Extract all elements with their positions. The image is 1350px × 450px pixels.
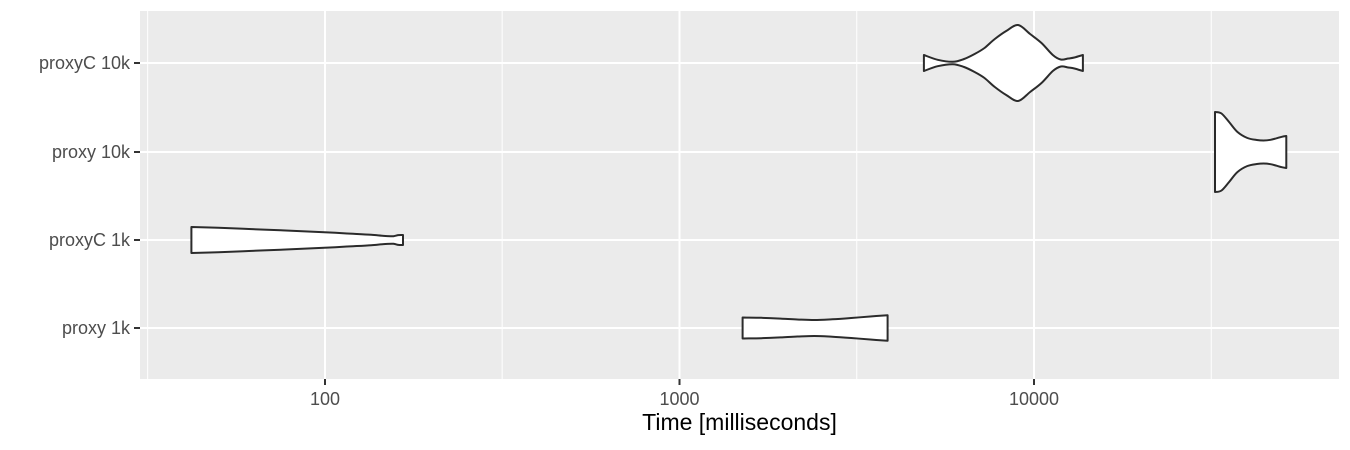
violin-proxyC-1k [190, 226, 404, 254]
violin-proxyC-10k [922, 23, 1084, 103]
x-axis-title: Time [milliseconds] [642, 409, 837, 435]
violin-proxy-1k [741, 314, 889, 342]
x-axis-tick-label-1000: 1000 [659, 389, 700, 409]
y-axis-label-proxyC-1k: proxyC 1k [48, 230, 130, 250]
y-axis-label-proxy-1k: proxy 1k [61, 318, 130, 338]
plot-panel [140, 11, 1339, 379]
y-axis-label-proxy-10k: proxy 10k [51, 142, 130, 162]
x-axis-tick-label-100: 100 [309, 389, 341, 409]
y-axis-label-proxyC-10k: proxyC 10k [38, 53, 130, 73]
violin-proxy-10k [1214, 111, 1288, 193]
x-axis-tick-label-10000: 10000 [1008, 389, 1060, 409]
